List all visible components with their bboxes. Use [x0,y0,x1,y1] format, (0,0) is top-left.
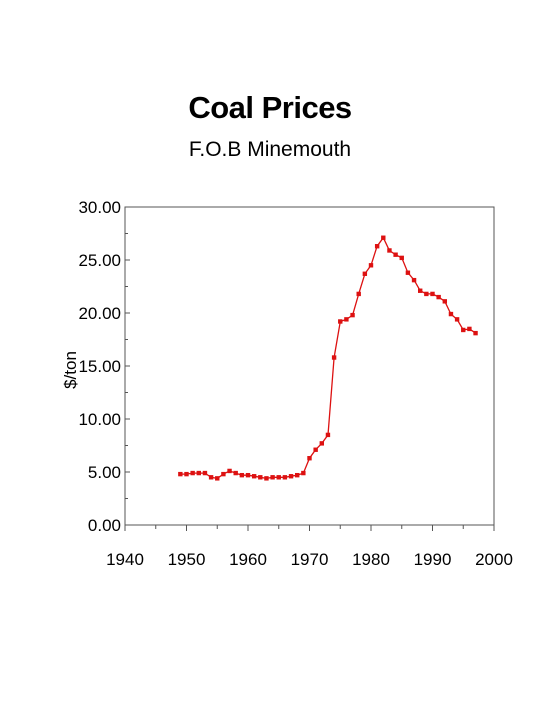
y-axis-label: $/ton [61,351,80,389]
data-point [307,456,312,461]
data-point [325,432,331,438]
data-point [405,270,411,275]
y-tick-label: 20.00 [78,304,121,323]
y-tick-label: 0.00 [88,516,121,535]
data-point [442,299,447,304]
data-point [368,263,374,268]
data-point [374,244,380,249]
data-point [258,475,263,480]
data-point [319,441,324,446]
y-tick-label: 10.00 [78,410,121,429]
data-point [430,291,435,297]
data-point [331,355,337,360]
series-line [180,236,476,480]
data-point [350,312,355,318]
data-point [239,472,245,478]
series-coal-price [178,235,478,481]
plot-area-frame [124,206,495,526]
data-point [399,255,404,261]
data-point [387,248,392,253]
data-point [227,468,232,474]
data-point [344,317,349,322]
y-tick-label: 25.00 [78,251,121,270]
data-point [251,474,257,479]
data-point [381,235,386,240]
data-point [196,470,201,476]
data-point [295,472,300,478]
data-point [208,475,214,480]
data-point [461,327,466,333]
data-point [448,311,454,317]
x-tick-label: 1990 [414,550,452,569]
x-tick-label: 1980 [352,550,390,569]
data-point [245,472,251,478]
data-point [190,470,195,476]
x-tick-label: 1970 [291,550,329,569]
data-point [418,288,423,293]
data-point [221,471,226,477]
data-point [338,319,343,324]
data-point [178,471,183,477]
data-point [424,291,429,297]
data-point [184,471,189,477]
data-point [215,476,220,481]
data-point [301,470,306,476]
data-point [454,317,460,322]
data-point [202,470,208,476]
y-axis: 0.00 5.00 10.00 15.00 20.00 25.00 30.00 [78,198,130,535]
y-tick-label: 15.00 [78,357,121,376]
x-axis: 1940 1950 1960 1970 1980 1990 2000 [106,525,513,569]
x-tick-label: 1940 [106,550,144,569]
data-point [362,271,368,276]
data-point [436,294,441,300]
data-point [356,291,361,297]
data-point [411,277,417,283]
data-point [393,252,398,257]
data-point [276,475,281,480]
y-tick-label: 5.00 [88,463,121,482]
chart-title: Coal Prices [188,90,352,125]
x-tick-label: 1950 [168,550,206,569]
data-point [288,474,294,479]
data-point [264,476,269,481]
data-point [270,475,275,480]
data-point [282,475,288,480]
x-tick-label: 1960 [229,550,267,569]
data-point [473,330,478,336]
data-point [313,447,318,452]
y-tick-label: 30.00 [78,198,121,217]
data-point [233,470,238,476]
chart-subtitle: F.O.B Minemouth [188,138,352,161]
data-point [467,326,472,332]
x-tick-label: 2000 [475,550,513,569]
